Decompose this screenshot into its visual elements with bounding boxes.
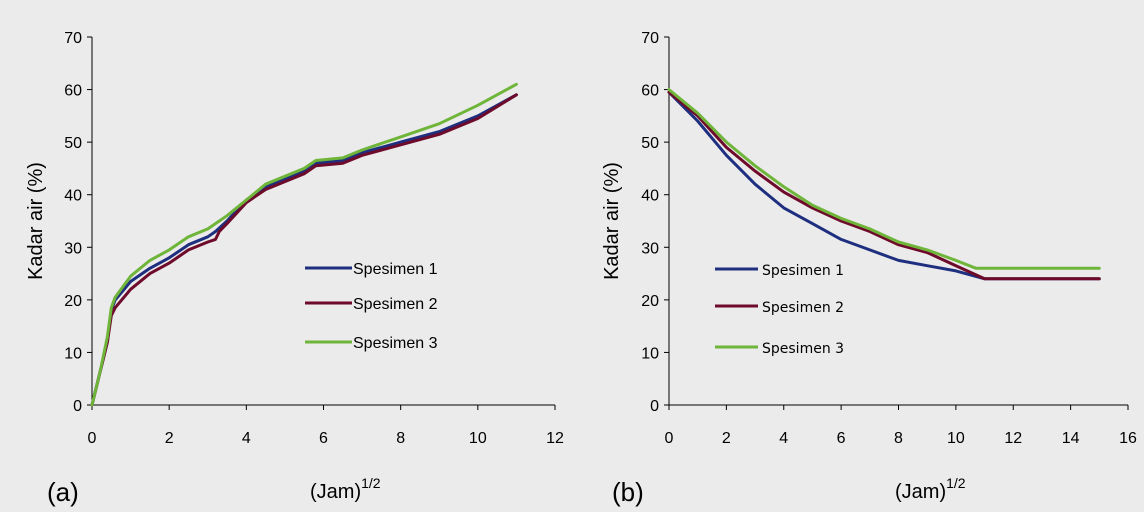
chart-a-series-line-3 [90, 82, 518, 407]
chart-b-legend-label: Spesimen 2 [762, 300, 844, 316]
chart-b-y-tick-label: 0 [650, 398, 659, 415]
chart-b-series-line-2 [667, 90, 1101, 281]
chart-a-y-tick-label: 60 [64, 83, 82, 100]
chart-a-y-tick-label: 0 [73, 398, 82, 415]
chart-a-y-tick-label: 20 [64, 293, 82, 310]
chart-b-xlabel-superscript: 1/2 [946, 475, 966, 491]
chart-b-y-tick-label: 30 [641, 240, 659, 257]
chart-a-y-tick-label: 10 [64, 345, 82, 362]
chart-b-y-tick-label: 60 [641, 83, 659, 100]
chart-b-x-tick-label: 12 [1004, 430, 1022, 447]
chart-b-x-tick-label: 10 [947, 430, 965, 447]
chart-b-y-tick-label: 10 [641, 345, 659, 362]
chart-a-legend-label: Spesimen 1 [353, 261, 438, 278]
chart-b-x-tick-label: 14 [1062, 430, 1080, 447]
chart-a-series-line-2 [90, 93, 518, 407]
chart-b-xlabel-base: (Jam) [895, 481, 946, 503]
chart-b-x-tick-label: 4 [779, 430, 788, 447]
chart-a-x-tick-label: 0 [88, 430, 97, 447]
chart-b-series-line-1 [667, 90, 1101, 281]
chart-a-x-tick-label: 12 [546, 430, 564, 447]
chart-a-x-tick-label: 10 [469, 430, 487, 447]
chart-a-xlabel: (Jam)1/2 [310, 475, 381, 503]
chart-a-panel-label: (a) [47, 477, 79, 507]
chart-b-series-line-3 [667, 88, 1101, 270]
chart-b-legend: Spesimen 1 Spesimen 2 Spesimen 3 [715, 263, 844, 357]
chart-b-y-tick-label: 40 [641, 188, 659, 205]
chart-a-series-line-1 [90, 93, 518, 407]
chart-a-y-tick-label: 40 [64, 188, 82, 205]
chart-b-x-tick-label: 0 [665, 430, 674, 447]
chart-b-legend-label: Spesimen 1 [762, 263, 844, 279]
chart-a-x-tick-label: 8 [396, 430, 405, 447]
chart-b-y-tick-label: 20 [641, 293, 659, 310]
chart-b-legend-label: Spesimen 3 [762, 341, 844, 357]
chart-b-x-tick-label: 16 [1119, 430, 1137, 447]
chart-a-x-tick-label: 6 [319, 430, 328, 447]
chart-a-ylabel: Kadar air (%) [25, 162, 47, 280]
chart-a-y-tick-label: 50 [64, 135, 82, 152]
chart-a-y-tick-label: 70 [64, 30, 82, 47]
chart-b-x-tick-label: 2 [722, 430, 731, 447]
chart-b-panel-label: (b) [612, 477, 644, 507]
chart-b-x-tick-label: 6 [837, 430, 846, 447]
chart-a-y-tick-label: 30 [64, 240, 82, 257]
chart-a-xlabel-superscript: 1/2 [361, 475, 381, 491]
chart-b-x-tick-label: 8 [894, 430, 903, 447]
chart-b-y-tick-label: 70 [641, 30, 659, 47]
chart-b-ylabel: Kadar air (%) [601, 162, 623, 280]
chart-b-y-tick-label: 50 [641, 135, 659, 152]
chart-b-xlabel: (Jam)1/2 [895, 475, 966, 503]
chart-a-xlabel-base: (Jam) [310, 481, 361, 503]
chart-a-legend: Spesimen 1 Spesimen 2 Spesimen 3 [305, 261, 438, 352]
chart-a-legend-label: Spesimen 2 [353, 296, 438, 313]
chart-a-x-tick-label: 4 [242, 430, 251, 447]
chart-a-legend-label: Spesimen 3 [353, 335, 438, 352]
chart-a-x-tick-label: 2 [165, 430, 174, 447]
